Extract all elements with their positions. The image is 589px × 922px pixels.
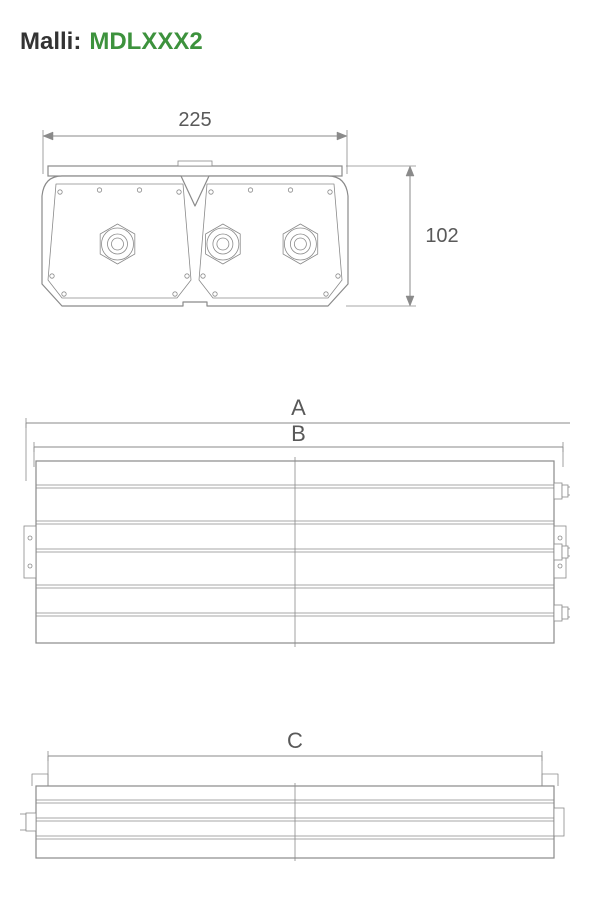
svg-text:A: A: [291, 395, 306, 420]
svg-text:C: C: [287, 728, 303, 753]
technical-drawing: 225 102 AB C: [20, 66, 570, 896]
title-row: Malli: MDLXXX2: [20, 28, 569, 56]
svg-text:B: B: [291, 421, 306, 446]
diagram-area: 225 102 AB C: [20, 66, 570, 896]
title-model: MDLXXX2: [89, 28, 202, 56]
svg-text:225: 225: [178, 109, 211, 131]
svg-text:102: 102: [425, 225, 458, 247]
title-label: Malli:: [20, 28, 81, 56]
